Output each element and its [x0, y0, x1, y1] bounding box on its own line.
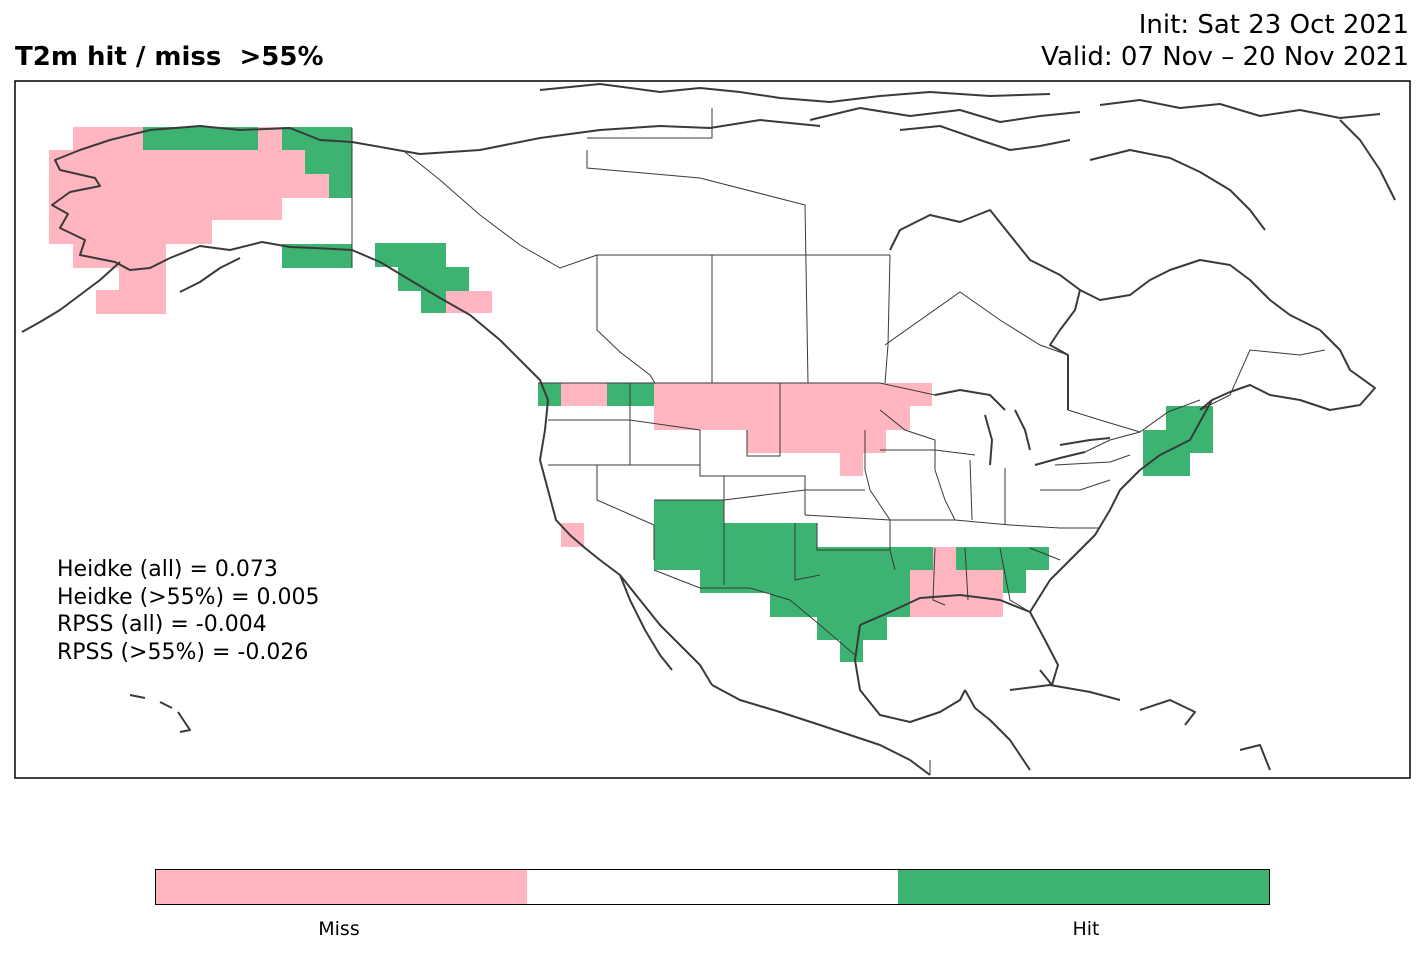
hit-cell [1003, 570, 1026, 593]
hit-cell [817, 617, 887, 640]
miss-cell [258, 127, 282, 150]
colorbar-neutral-segment [527, 870, 898, 904]
miss-cell [747, 430, 886, 453]
miss-cell [49, 220, 212, 244]
miss-cell [446, 291, 492, 313]
rpss-all-score: RPSS (all) = -0.004 [57, 612, 267, 637]
hit-cell [654, 500, 724, 523]
hit-cell [1143, 430, 1213, 453]
hit-cell [305, 150, 352, 174]
miss-cell [49, 150, 305, 174]
hit-cell [421, 291, 446, 313]
colorbar [155, 869, 1270, 905]
hit-cell [375, 243, 446, 267]
hit-cell [329, 174, 352, 198]
miss-cell [654, 383, 932, 406]
init-date: Init: Sat 23 Oct 2021 [1138, 10, 1409, 40]
valid-period: Valid: 07 Nov – 20 Nov 2021 [1041, 42, 1409, 72]
political-borders [351, 108, 1326, 775]
colorbar-label-hit: Hit [1072, 918, 1100, 940]
coastlines [21, 83, 1396, 776]
miss-cell [561, 383, 607, 406]
miss-cell [840, 453, 863, 476]
miss-cell [73, 127, 143, 150]
miss-cell [933, 547, 956, 570]
heidke-55-score: Heidke (>55%) = 0.005 [57, 584, 320, 610]
hit-cell [654, 547, 933, 570]
hit-cell [143, 127, 258, 150]
miss-cell [49, 198, 282, 220]
rpss-55-score: RPSS (>55%) = -0.026 [57, 639, 309, 665]
hit-cell [654, 523, 817, 547]
score-stats: Heidke (all) = 0.073 Heidke (>55%) = 0.0… [57, 556, 320, 666]
miss-cell [96, 290, 166, 314]
hit-cell [1143, 453, 1190, 476]
hit-cell [700, 570, 910, 593]
heidke-all-score: Heidke (all) = 0.073 [57, 557, 278, 582]
hit-cell [840, 640, 863, 662]
miss-cell [654, 406, 910, 430]
miss-cell [119, 268, 166, 290]
miss-cell [910, 593, 1003, 617]
hit-cell [538, 383, 561, 406]
colorbar-hit-segment [898, 870, 1269, 904]
colorbar-miss-segment [156, 870, 527, 904]
colorbar-label-miss: Miss [318, 918, 360, 940]
miss-cell [910, 570, 1003, 593]
map-title: T2m hit / miss >55% [15, 42, 324, 72]
